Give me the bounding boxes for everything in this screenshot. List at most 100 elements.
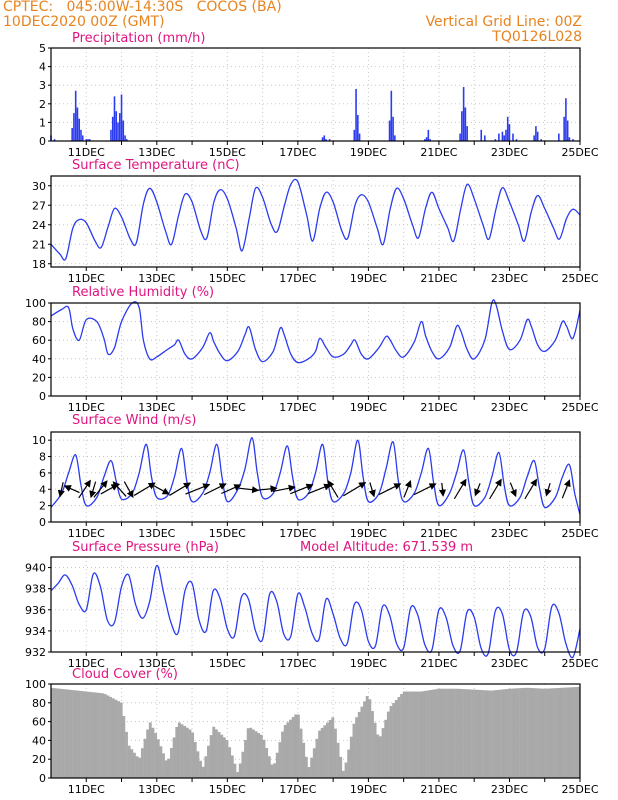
header-run-time: 10DEC2020 00Z (GMT) <box>3 14 165 30</box>
cloud-bar <box>490 690 493 778</box>
x-tick-label: 21DEC <box>420 527 457 540</box>
cloud-bar <box>162 753 165 778</box>
cloud-bar <box>222 737 226 778</box>
cloud-bar <box>445 688 448 778</box>
cloud-bar <box>74 690 78 778</box>
cloud-bar <box>495 690 499 778</box>
cloud-bar <box>500 689 504 778</box>
y-tick-label: 100 <box>25 297 46 310</box>
x-tick-label: 19DEC <box>350 146 387 159</box>
wind-arrow <box>290 483 314 495</box>
cloud-bar <box>196 751 200 778</box>
cloud-bar <box>323 725 327 778</box>
y-tick-label: 0 <box>39 135 46 148</box>
wind-arrow <box>93 480 108 498</box>
cloud-bar <box>167 758 171 778</box>
cloud-bar <box>252 729 255 778</box>
precip-bar <box>117 122 119 141</box>
x-tick-label: 19DEC <box>350 783 387 796</box>
wind-arrow <box>403 479 412 498</box>
wind-arrow <box>203 483 227 496</box>
cloud-bar <box>516 688 520 778</box>
wind-arrow <box>307 483 332 495</box>
panel-frame <box>50 47 581 142</box>
cloud-bar <box>151 727 155 778</box>
wind-arrow <box>255 485 278 493</box>
y-tick-label: 1 <box>39 116 46 129</box>
x-tick-label: 21DEC <box>420 657 457 670</box>
precip-bar <box>113 96 116 141</box>
wind-arrow <box>123 481 134 499</box>
x-tick-label: 23DEC <box>491 272 528 285</box>
cloud-bar <box>447 688 451 778</box>
series-line <box>50 178 581 261</box>
y-tick-label: 80 <box>32 697 46 710</box>
wind-arrow <box>453 478 467 500</box>
precip-bar <box>461 111 463 141</box>
cloud-bar <box>273 763 277 778</box>
precip-bar <box>498 133 500 141</box>
cloud-bar <box>468 689 472 778</box>
precip-bar <box>78 118 81 141</box>
precip-bar <box>81 135 84 141</box>
y-tick-label: 20 <box>32 371 46 384</box>
cloud-bar <box>524 687 528 778</box>
wind-arrow <box>272 484 296 493</box>
cloud-bar <box>484 690 488 778</box>
precip-bar <box>503 135 505 141</box>
cloud-bar <box>98 692 102 778</box>
x-tick-label: 17DEC <box>279 146 316 159</box>
panel-frame <box>50 175 581 268</box>
cloud-bar <box>474 689 478 778</box>
precip-bar <box>355 88 357 141</box>
x-tick-label: 13DEC <box>138 527 175 540</box>
cloud-bar <box>254 731 258 778</box>
cloud-bar <box>304 756 308 778</box>
wind-arrow <box>524 478 538 500</box>
wind-arrow <box>151 484 170 495</box>
cloud-bar <box>320 727 324 778</box>
cloud-bar <box>550 688 554 778</box>
precip-bar <box>74 90 77 141</box>
x-tick-label: 13DEC <box>138 272 175 285</box>
cloud-bar <box>556 688 560 778</box>
x-tick-label: 15DEC <box>209 527 246 540</box>
cloud-bar <box>397 697 401 778</box>
wind-arrow <box>327 480 339 498</box>
precip-bar <box>563 116 565 141</box>
cloud-bar <box>542 688 546 778</box>
cloud-bar <box>265 748 269 778</box>
precip-bar <box>124 135 126 141</box>
cloud-bar <box>257 733 261 778</box>
x-tick-label: 17DEC <box>279 401 316 414</box>
cloud-bar <box>363 701 366 778</box>
panel-2: Surface Temperature (nC) 18 21 24 27 30 11DEC 1… <box>32 158 599 285</box>
wind-arrow <box>89 481 97 499</box>
precip-bar <box>110 129 112 141</box>
cloud-bar <box>56 688 60 778</box>
cloud-bar <box>529 687 533 778</box>
cloud-bar <box>326 722 329 778</box>
precip-bar <box>427 129 430 141</box>
cloud-bar <box>307 767 311 778</box>
wind-arrow <box>78 479 91 499</box>
cloud-bar <box>421 691 425 778</box>
cloud-bar <box>80 691 83 778</box>
cloud-bar <box>283 724 287 778</box>
x-tick-label: 13DEC <box>138 783 175 796</box>
cloud-bar <box>460 689 464 778</box>
cloud-bar <box>408 691 411 778</box>
cloud-bar <box>386 711 390 778</box>
precip-bar <box>568 137 571 141</box>
cloud-bar <box>553 688 557 778</box>
y-tick-label: 10 <box>32 434 46 447</box>
cloud-bar <box>220 734 224 778</box>
cloud-bar <box>154 733 157 778</box>
x-tick-label: 11DEC <box>68 657 105 670</box>
precip-bar <box>566 120 569 141</box>
x-tick-label: 25DEC <box>561 272 598 285</box>
cloud-bar <box>103 694 107 778</box>
x-tick-label: 15DEC <box>209 783 246 796</box>
cloud-bar <box>513 688 517 778</box>
wind-arrow <box>57 482 65 498</box>
